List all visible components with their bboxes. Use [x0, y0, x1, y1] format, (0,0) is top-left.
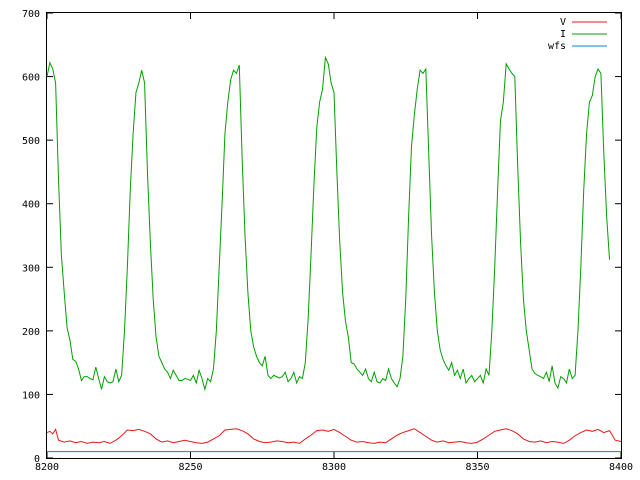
y-axis: 0 100 200 300 400 500 600 700	[22, 9, 621, 465]
series-layer	[46, 55, 622, 453]
x-tick-label: 8200	[35, 462, 59, 473]
series-line-i	[46, 55, 611, 392]
y-tick-label: 0	[34, 454, 40, 465]
series-line-v	[46, 428, 622, 444]
y-tick-label: 700	[22, 9, 40, 20]
y-tick-label: 600	[22, 73, 40, 84]
y-tick-label: 400	[22, 200, 40, 211]
x-axis: 8200 8250 8300 8350 8400	[35, 13, 633, 473]
x-tick-label: 8350	[465, 462, 489, 473]
x-tick-label: 8250	[178, 462, 202, 473]
y-tick-label: 500	[22, 136, 40, 147]
y-tick-label: 100	[22, 390, 40, 401]
plot-frame	[46, 12, 622, 459]
legend-label-wfs: wfs	[548, 41, 566, 52]
y-tick-label: 300	[22, 263, 40, 274]
x-tick-label: 8400	[609, 462, 633, 473]
legend-label-v: V	[560, 17, 566, 28]
legend-label-i: I	[560, 29, 566, 40]
y-tick-label: 200	[22, 327, 40, 338]
x-tick-label: 8300	[322, 462, 346, 473]
